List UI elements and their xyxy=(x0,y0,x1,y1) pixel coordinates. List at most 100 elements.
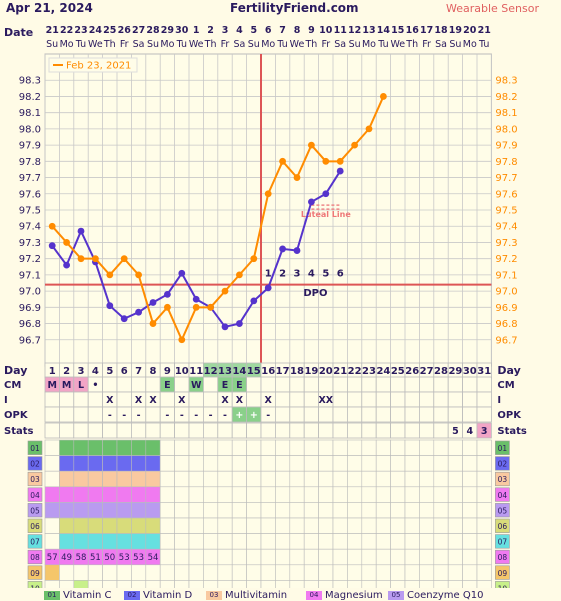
weekday-label: Su xyxy=(449,39,461,50)
stats-cell xyxy=(73,422,89,439)
orange-point xyxy=(149,320,157,327)
supplement-cell xyxy=(87,564,103,581)
supplement-cell xyxy=(433,439,449,456)
supplement-cell xyxy=(260,533,276,550)
supplement-cell xyxy=(231,564,247,581)
supplement-cell xyxy=(217,455,233,472)
supplement-cell xyxy=(260,455,276,472)
supplement-cell xyxy=(347,580,363,588)
orange-point xyxy=(336,157,344,165)
supplement-cell xyxy=(44,455,60,472)
i-cell xyxy=(433,391,449,408)
supplement-cell xyxy=(87,470,103,488)
supplement-cell xyxy=(462,486,478,503)
supplement-cell xyxy=(246,502,262,519)
supplement-cell xyxy=(87,580,103,588)
supplement-cell xyxy=(116,564,132,581)
purple-point xyxy=(63,261,70,269)
y-tick-label-left: 96.7 xyxy=(19,335,41,346)
supplement-cell xyxy=(275,486,291,503)
supplement-cell xyxy=(44,470,60,488)
supplement-cell xyxy=(87,533,103,550)
supplement-cell xyxy=(217,533,233,550)
i-cell xyxy=(361,391,377,408)
orange-point xyxy=(207,303,215,311)
supplement-cell xyxy=(332,533,348,550)
i-cell xyxy=(346,391,363,408)
supplement-cell xyxy=(303,533,319,550)
supplement-cell xyxy=(433,455,449,472)
supplement-cell xyxy=(447,502,463,519)
supplement-cell xyxy=(390,486,406,503)
purple-point xyxy=(336,167,344,175)
y-tick-label-left: 98.0 xyxy=(19,124,41,135)
supplement-cell xyxy=(73,517,89,534)
supplement-cell xyxy=(390,455,406,472)
weekday-label: Tu xyxy=(276,39,287,50)
y-tick-label-right: 97.0 xyxy=(495,287,517,298)
supplement-code-swatch xyxy=(27,456,43,471)
date-number: 13 xyxy=(362,25,375,36)
weekday-label: Su xyxy=(248,39,260,50)
supplement-cell xyxy=(174,502,190,519)
supplement-cell xyxy=(102,455,118,472)
supplement-cell xyxy=(203,580,219,588)
orange-point xyxy=(279,157,286,165)
opk-mark: - xyxy=(209,410,213,421)
supplement-cell xyxy=(476,455,492,472)
stats-cell xyxy=(130,422,147,439)
y-tick-label-right: 97.6 xyxy=(495,189,517,200)
supplement-cell xyxy=(347,455,363,472)
date-number: 5 xyxy=(250,25,257,36)
date-number: 8 xyxy=(294,25,301,36)
opk-cell xyxy=(361,406,377,423)
orange-point xyxy=(92,255,99,263)
supplement-cell xyxy=(87,486,103,503)
legend-label: Vitamin C xyxy=(63,590,112,601)
cm-cell xyxy=(476,376,492,393)
supplement-cell xyxy=(332,517,348,534)
y-tick-label-right: 98.2 xyxy=(495,92,517,103)
opk-cell xyxy=(447,406,464,423)
supplement-cell xyxy=(131,564,147,581)
day-number: 14 xyxy=(232,366,246,377)
site-name[interactable]: FertilityFriend.com xyxy=(230,1,359,15)
y-tick-label-left: 98.1 xyxy=(19,108,41,119)
cm-mark: • xyxy=(92,380,98,391)
weekday-label: Fr xyxy=(422,39,431,50)
i-mark: X xyxy=(178,395,186,406)
opk-cell xyxy=(433,406,449,423)
supplement-08-value: 51 xyxy=(90,553,101,563)
opk-cell xyxy=(375,406,392,423)
orange-point xyxy=(63,239,70,246)
cm-cell xyxy=(260,376,276,393)
supplement-cell xyxy=(289,533,305,550)
supplement-cell xyxy=(159,455,175,472)
stats-cell xyxy=(375,422,392,439)
supplement-cell xyxy=(375,580,391,588)
supplement-cell xyxy=(188,580,204,588)
opk-row-label-right: OPK xyxy=(497,410,522,421)
supplement-cell xyxy=(188,502,204,519)
bbt-chart: Date 21 22 23 24 25 26 27 28 29 30 1 2 3 4 5 6 7 8 9 10 11 12 1… xyxy=(4,25,527,588)
cm-cell xyxy=(274,376,291,393)
weekday-label: Th xyxy=(405,39,418,50)
supplement-cell xyxy=(375,533,391,550)
supplement-cell xyxy=(318,517,334,534)
stats-cell xyxy=(231,422,247,439)
supplement-08-value: 53 xyxy=(133,553,144,563)
supplement-code-right: 03 xyxy=(498,475,508,484)
y-tick-label-right: 96.9 xyxy=(495,303,517,314)
i-cell xyxy=(188,391,204,408)
supplement-cell xyxy=(390,470,406,488)
supplement-cell xyxy=(419,564,435,581)
weekday-label: Fr xyxy=(120,39,129,50)
supplement-code-swatch xyxy=(27,471,43,487)
supplement-08-value: 58 xyxy=(76,553,87,563)
supplement-cell xyxy=(260,502,276,519)
day-number: 30 xyxy=(463,366,477,377)
supplement-cell xyxy=(361,517,377,534)
supplement-cell xyxy=(433,564,449,581)
orange-point xyxy=(178,336,186,344)
legend-item-magnesium: 04 Magnesium xyxy=(306,590,383,601)
